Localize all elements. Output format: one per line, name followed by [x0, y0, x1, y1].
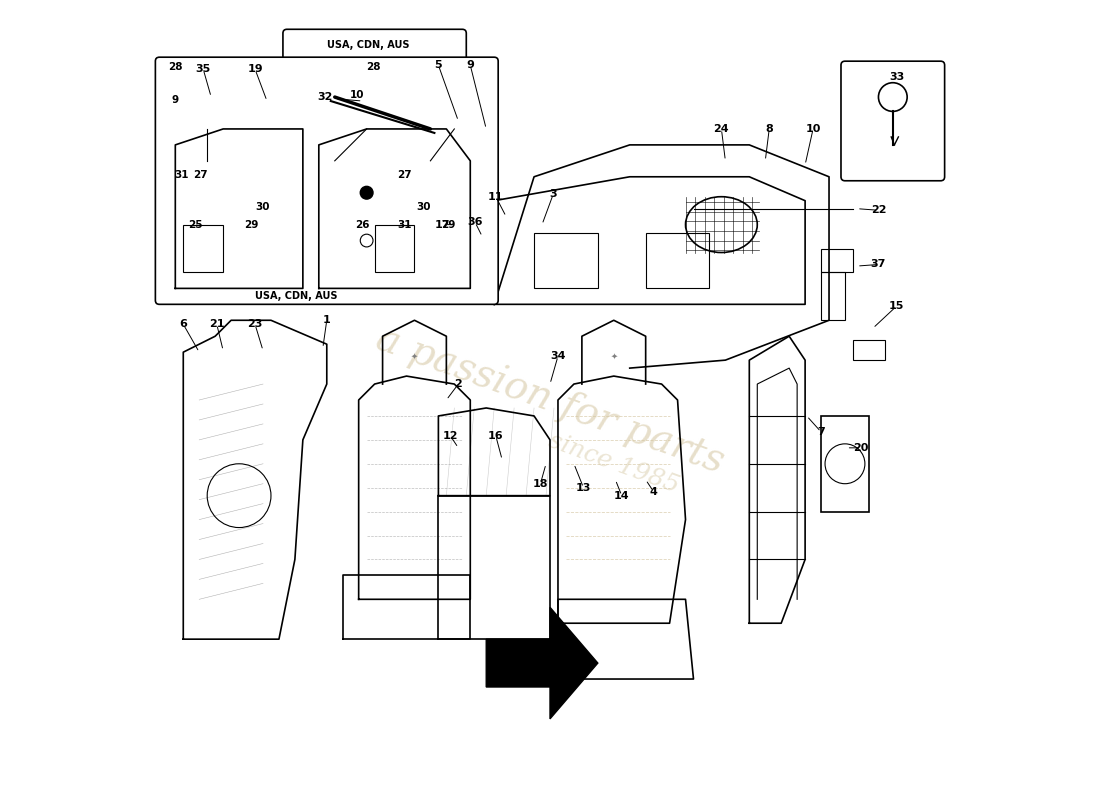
Text: 30: 30	[255, 202, 271, 212]
Bar	[852, 340, 884, 360]
Text: 13: 13	[575, 482, 591, 493]
Text: 2: 2	[454, 379, 462, 389]
Text: 31: 31	[398, 220, 412, 230]
Text: 16: 16	[488, 431, 504, 441]
Circle shape	[361, 186, 373, 199]
Bar	[821, 273, 845, 320]
Text: 25: 25	[188, 220, 202, 230]
Text: 20: 20	[854, 443, 869, 453]
Text: 10: 10	[805, 124, 821, 134]
Text: 12: 12	[442, 431, 458, 441]
Text: 11: 11	[488, 192, 504, 202]
FancyBboxPatch shape	[283, 30, 466, 173]
Text: 9: 9	[466, 60, 474, 70]
Text: 17: 17	[434, 220, 450, 230]
Text: 22: 22	[871, 206, 887, 215]
Text: 32: 32	[318, 92, 333, 102]
Text: 15: 15	[889, 301, 904, 311]
Bar	[821, 249, 852, 273]
Text: 10: 10	[350, 90, 364, 101]
Text: 36: 36	[468, 218, 483, 227]
Text: 14: 14	[614, 490, 629, 501]
Text: 29: 29	[441, 220, 455, 230]
Text: 26: 26	[355, 220, 370, 230]
Text: ✦: ✦	[411, 352, 418, 361]
Text: 28: 28	[366, 62, 381, 72]
Bar	[535, 233, 597, 288]
Text: since 1985: since 1985	[546, 430, 682, 498]
Bar	[375, 225, 415, 273]
Text: 21: 21	[209, 319, 224, 330]
FancyBboxPatch shape	[155, 57, 498, 304]
Text: 18: 18	[532, 478, 548, 489]
Text: USA, CDN, AUS: USA, CDN, AUS	[327, 40, 409, 50]
Text: 23: 23	[248, 319, 263, 330]
Text: 4: 4	[650, 486, 658, 497]
Text: 28: 28	[168, 62, 183, 72]
Text: 37: 37	[871, 259, 887, 270]
Text: 9: 9	[172, 95, 179, 106]
Text: ✦: ✦	[610, 352, 617, 361]
Text: 27: 27	[397, 170, 412, 180]
Bar	[821, 416, 869, 512]
Text: a passion for parts: a passion for parts	[371, 319, 729, 481]
Text: 1: 1	[323, 315, 331, 326]
Text: 3: 3	[549, 190, 557, 199]
Text: 24: 24	[714, 124, 729, 134]
Text: 35: 35	[196, 64, 211, 74]
Text: 33: 33	[889, 72, 904, 82]
Polygon shape	[486, 607, 597, 719]
Text: 30: 30	[417, 202, 431, 212]
Text: 6: 6	[179, 319, 187, 330]
Text: USA, CDN, AUS: USA, CDN, AUS	[255, 291, 338, 302]
FancyBboxPatch shape	[842, 61, 945, 181]
Text: 34: 34	[550, 351, 565, 361]
Text: 8: 8	[766, 124, 773, 134]
Text: 7: 7	[817, 427, 825, 437]
Text: 29: 29	[244, 220, 258, 230]
Bar	[184, 225, 223, 273]
Text: 19: 19	[248, 64, 263, 74]
Text: 27: 27	[194, 170, 208, 180]
Bar	[646, 233, 710, 288]
Text: 5: 5	[434, 60, 442, 70]
Text: 31: 31	[175, 170, 189, 180]
